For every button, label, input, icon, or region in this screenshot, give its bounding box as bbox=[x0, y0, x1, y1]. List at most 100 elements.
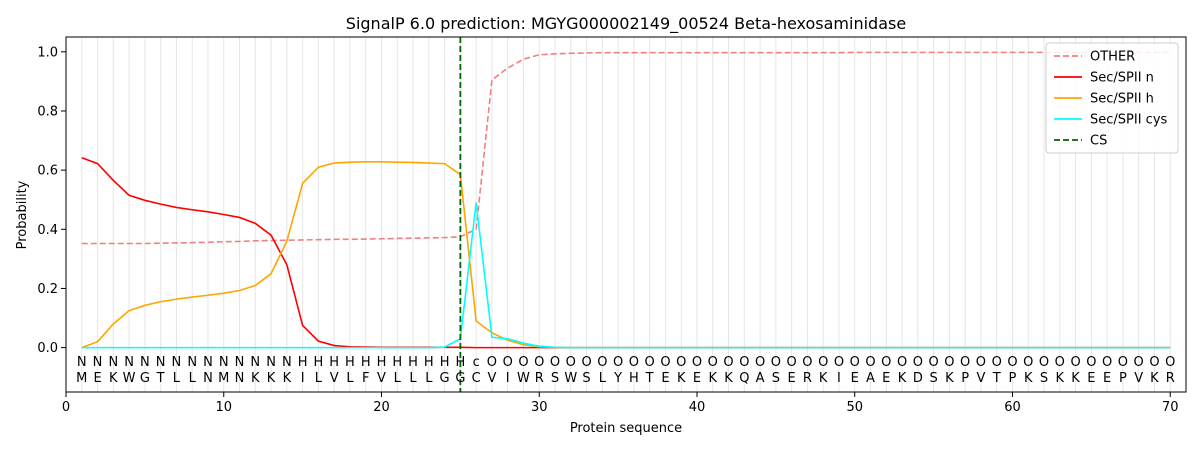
residue-label: V bbox=[1134, 371, 1143, 386]
sequence-annotations: NMNENKNWNGNTNLNLNNNMNNNKNKNKHIHLHVHLHFHV… bbox=[76, 355, 1175, 386]
residue-label: P bbox=[1119, 371, 1127, 386]
region-label: N bbox=[219, 355, 229, 370]
region-label: O bbox=[960, 355, 970, 370]
residue-label: M bbox=[218, 371, 229, 386]
residue-label: S bbox=[551, 371, 559, 386]
residue-label: K bbox=[677, 371, 686, 386]
residue-label: R bbox=[1166, 371, 1175, 386]
residue-label: T bbox=[156, 371, 165, 386]
residue-label: I bbox=[301, 371, 305, 386]
residue-label: T bbox=[992, 371, 1001, 386]
residue-label: E bbox=[851, 371, 859, 386]
region-label: O bbox=[739, 355, 749, 370]
region-label: O bbox=[992, 355, 1002, 370]
residue-label: E bbox=[788, 371, 796, 386]
residue-label: W bbox=[517, 371, 530, 386]
y-axis-label: Probability bbox=[15, 180, 30, 249]
residue-label: I bbox=[837, 371, 841, 386]
residue-label: K bbox=[283, 371, 292, 386]
region-label: O bbox=[1165, 355, 1175, 370]
residue-label: V bbox=[487, 371, 496, 386]
residue-label: K bbox=[708, 371, 717, 386]
region-label: O bbox=[629, 355, 639, 370]
residue-label: L bbox=[315, 371, 323, 386]
residue-label: K bbox=[1056, 371, 1065, 386]
region-label: O bbox=[1070, 355, 1080, 370]
residue-label: L bbox=[346, 371, 354, 386]
residue-label: K bbox=[1150, 371, 1159, 386]
region-label: H bbox=[329, 355, 339, 370]
region-label: H bbox=[314, 355, 324, 370]
region-label: H bbox=[298, 355, 308, 370]
residue-label: R bbox=[803, 371, 812, 386]
x-tick-label: 40 bbox=[689, 400, 706, 415]
region-label: O bbox=[550, 355, 560, 370]
residue-label: G bbox=[440, 371, 450, 386]
residue-label: E bbox=[1103, 371, 1111, 386]
region-label: N bbox=[77, 355, 87, 370]
region-label: O bbox=[850, 355, 860, 370]
plot-frame bbox=[65, 36, 1187, 393]
residue-label: R bbox=[535, 371, 544, 386]
region-label: O bbox=[1055, 355, 1065, 370]
region-label: O bbox=[834, 355, 844, 370]
region-label: O bbox=[928, 355, 938, 370]
region-label: O bbox=[897, 355, 907, 370]
residue-label: L bbox=[189, 371, 197, 386]
residue-label: K bbox=[724, 371, 733, 386]
residue-label: H bbox=[629, 371, 639, 386]
region-label: O bbox=[692, 355, 702, 370]
residue-label: N bbox=[203, 371, 213, 386]
region-label: c bbox=[473, 355, 480, 370]
residue-label: V bbox=[976, 371, 985, 386]
residue-label: W bbox=[564, 371, 577, 386]
region-label: O bbox=[755, 355, 765, 370]
residue-label: L bbox=[409, 371, 417, 386]
region-label: N bbox=[282, 355, 292, 370]
residue-label: N bbox=[235, 371, 245, 386]
residue-label: C bbox=[472, 371, 481, 386]
x-tick-label: 0 bbox=[62, 400, 70, 415]
region-label: O bbox=[708, 355, 718, 370]
x-tick-label: 10 bbox=[215, 400, 232, 415]
region-label: O bbox=[881, 355, 891, 370]
region-label: O bbox=[487, 355, 497, 370]
y-tick-label: 0.8 bbox=[37, 104, 58, 119]
region-label: O bbox=[581, 355, 591, 370]
region-label: H bbox=[455, 355, 465, 370]
region-label: N bbox=[187, 355, 197, 370]
region-label: O bbox=[787, 355, 797, 370]
y-tick-label: 1.0 bbox=[37, 45, 58, 60]
residue-label: K bbox=[109, 371, 118, 386]
residue-label: S bbox=[1040, 371, 1048, 386]
series-line-sec-spii-n bbox=[81, 156, 1171, 349]
region-label: O bbox=[1039, 355, 1049, 370]
region-label: O bbox=[944, 355, 954, 370]
legend-label: CS bbox=[1090, 134, 1107, 149]
residue-label: K bbox=[267, 371, 276, 386]
x-tick-label: 50 bbox=[846, 400, 863, 415]
region-label: H bbox=[440, 355, 450, 370]
region-label: H bbox=[377, 355, 387, 370]
residue-label: L bbox=[173, 371, 181, 386]
region-label: O bbox=[802, 355, 812, 370]
y-tick-label: 0.0 bbox=[37, 341, 58, 356]
legend-label: OTHER bbox=[1090, 50, 1135, 65]
y-tick-label: 0.6 bbox=[37, 164, 58, 179]
region-label: O bbox=[976, 355, 986, 370]
region-label: O bbox=[613, 355, 623, 370]
region-label: H bbox=[345, 355, 355, 370]
region-label: O bbox=[913, 355, 923, 370]
x-tick-label: 60 bbox=[1004, 400, 1021, 415]
residue-label: G bbox=[455, 371, 465, 386]
region-label: N bbox=[266, 355, 276, 370]
residue-label: E bbox=[882, 371, 890, 386]
residue-label: E bbox=[93, 371, 101, 386]
residue-label: E bbox=[661, 371, 669, 386]
region-label: H bbox=[392, 355, 402, 370]
region-label: O bbox=[1118, 355, 1128, 370]
chart-title: SignalP 6.0 prediction: MGYG000002149_00… bbox=[346, 14, 906, 34]
residue-label: A bbox=[756, 371, 765, 386]
region-label: O bbox=[1007, 355, 1017, 370]
